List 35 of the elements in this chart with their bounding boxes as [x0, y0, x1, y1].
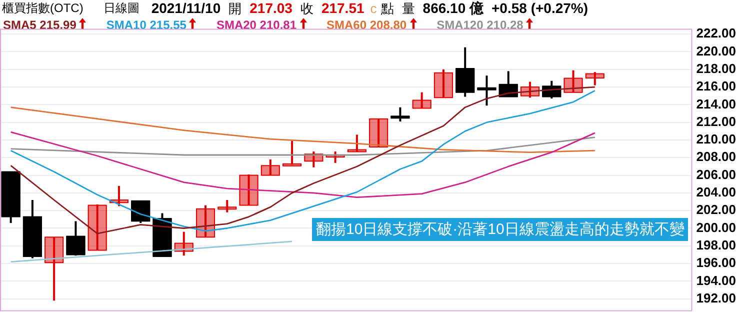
y-tick-label: 200.00 — [696, 220, 736, 235]
text: SMA20 210.81 — [216, 18, 297, 32]
y-tick-label: 192.00 — [696, 290, 736, 306]
y-tick-label: 218.00 — [696, 60, 736, 76]
text: 2021/11/10 — [151, 0, 221, 17]
chart-title: 櫃買指數(OTC) — [2, 0, 84, 17]
y-tick-label: 196.00 — [696, 255, 736, 270]
text: 量 — [402, 0, 415, 17]
y-tick-label: 202.00 — [696, 202, 736, 218]
annotation: 翻揚10日線支撐不破·沿著10日線震盪走高的走勢就不變 — [312, 218, 688, 241]
y-tick-label: 204.00 — [696, 184, 736, 200]
text: SMA5 215.99 — [3, 18, 76, 32]
y-tick-label: 220.00 — [696, 43, 736, 58]
chart-subtitle: 日線圖 — [103, 0, 140, 17]
text: SMA60 208.80 — [326, 18, 407, 32]
text: 收 — [300, 0, 314, 17]
text: 217.03 — [250, 0, 292, 17]
text: 點 — [380, 0, 394, 17]
text: SMA120 210.28 — [436, 18, 524, 32]
y-tick-label: 214.00 — [696, 96, 736, 112]
y-tick-label: 222.00 — [696, 26, 736, 41]
y-tick-label: 206.00 — [696, 166, 736, 182]
y-tick-label: 194.00 — [696, 272, 736, 288]
text: 開 — [228, 0, 242, 17]
text: 866.10 億 — [422, 0, 484, 17]
y-tick-label: 210.00 — [696, 132, 736, 147]
text: c — [370, 0, 377, 17]
candlestick — [369, 118, 388, 148]
y-tick-label: 208.00 — [696, 149, 736, 164]
y-tick-label: 212.00 — [696, 114, 736, 129]
y-tick-label: 216.00 — [696, 78, 736, 94]
text: 217.51 — [321, 0, 364, 17]
text: SMA10 215.55 — [106, 18, 186, 32]
y-tick-label: 198.00 — [696, 237, 736, 252]
text: +0.58 (+0.27%) — [492, 0, 588, 17]
